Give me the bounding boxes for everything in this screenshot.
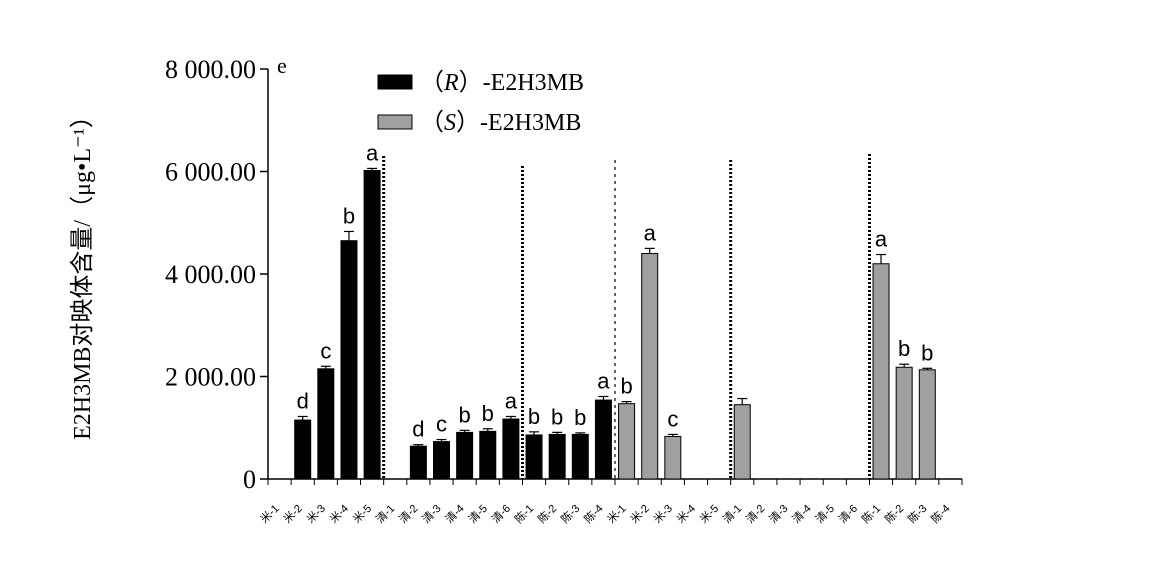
x-tick-label: 陈-2: [535, 501, 560, 526]
x-tick-label: 陈-2: [882, 501, 907, 526]
bar-R: [433, 441, 450, 480]
x-tick-label: 陈-4: [928, 501, 953, 526]
bar-R: [502, 418, 520, 480]
bar-S: [641, 253, 659, 480]
bar-S: [872, 263, 890, 480]
y-tick-label: 6 000.00: [165, 158, 256, 187]
bar-R: [571, 433, 589, 480]
x-tick-label: 陈-3: [558, 501, 583, 526]
x-tick-label: 陈-1: [512, 501, 537, 526]
legend-label-S: （S）-E2H3MB: [420, 110, 581, 136]
bar-S: [733, 404, 751, 480]
significance-letter: b: [482, 401, 494, 426]
x-tick-label: 清-4: [443, 502, 467, 526]
y-tick-label: 4 000.00: [165, 260, 256, 289]
bar-S: [895, 366, 913, 480]
x-tick-label: 清-5: [813, 502, 837, 526]
bar-R: [294, 419, 312, 480]
x-tick-label: 清-1: [720, 502, 744, 526]
x-tick-label: 清-2: [744, 502, 768, 526]
legend-swatch-S: [377, 114, 413, 130]
significance-letter: b: [459, 402, 471, 427]
significance-letter: c: [667, 406, 678, 431]
y-tick-label: 2 000.00: [165, 363, 256, 392]
significance-letter: a: [875, 227, 888, 252]
legend: （R）-E2H3MB （S）-E2H3MB: [377, 70, 584, 136]
significance-letter: d: [412, 417, 424, 442]
significance-letter: b: [574, 405, 586, 430]
significance-letter: b: [528, 404, 540, 429]
bar-S: [618, 403, 636, 480]
x-tick-label: 清-1: [373, 502, 397, 526]
legend-swatch-R: [377, 74, 413, 90]
x-tick-label: 清-2: [397, 502, 421, 526]
bar-S: [664, 435, 682, 480]
x-tick-label: 陈-1: [859, 501, 884, 526]
x-tick-label: 米-5: [697, 502, 721, 526]
x-tick-label: 米-2: [628, 502, 652, 526]
x-tick-label: 清-3: [767, 502, 791, 526]
y-tick-label: 8 000.00: [165, 55, 256, 84]
bar-R: [548, 433, 566, 480]
bar-R: [456, 431, 474, 480]
x-tick-label: 米-1: [258, 502, 282, 526]
x-tick-label: 米-4: [327, 502, 351, 526]
x-tick-label: 清-4: [790, 502, 814, 526]
significance-letter: b: [620, 374, 632, 399]
significance-letter: d: [297, 388, 309, 413]
significance-letter: c: [436, 412, 447, 437]
significance-letter: a: [505, 388, 518, 413]
bar-R: [525, 434, 543, 480]
x-tick-label: 陈-4: [581, 501, 606, 526]
significance-letter: c: [320, 338, 331, 363]
bar-R: [594, 399, 612, 480]
bars: [294, 167, 936, 480]
significance-letter: a: [366, 140, 379, 165]
x-tick-label: 清-6: [489, 502, 513, 526]
bar-R: [317, 368, 335, 480]
y-tick-label: 0: [243, 465, 256, 494]
panel-label: e: [277, 53, 287, 78]
bar-S: [918, 369, 936, 480]
x-tick-label: 米-2: [281, 502, 305, 526]
bar-R: [340, 240, 358, 480]
bar-R: [363, 169, 381, 480]
significance-letter: b: [551, 404, 563, 429]
x-tick-label: 清-5: [466, 502, 490, 526]
significance-letter: b: [898, 336, 910, 361]
bar-R: [409, 445, 427, 480]
x-tick-label: 米-4: [674, 502, 698, 526]
significance-letter: a: [644, 220, 657, 245]
x-tick-label: 米-5: [350, 502, 374, 526]
x-tick-label: 米-1: [605, 502, 629, 526]
y-axis-title: E2H3MB对映体含量/（μg•L⁻¹）: [69, 104, 96, 440]
legend-label-R: （R）-E2H3MB: [420, 70, 584, 96]
x-tick-label: 米-3: [304, 502, 328, 526]
significance-letter: b: [343, 203, 355, 228]
x-tick-label: 清-6: [836, 502, 860, 526]
significance-letter: b: [921, 340, 933, 365]
bar-R: [479, 430, 497, 480]
x-tick-label: 米-3: [651, 502, 675, 526]
x-tick-label: 陈-3: [905, 501, 930, 526]
significance-letter: a: [597, 368, 610, 393]
x-tick-label: 清-3: [420, 502, 444, 526]
